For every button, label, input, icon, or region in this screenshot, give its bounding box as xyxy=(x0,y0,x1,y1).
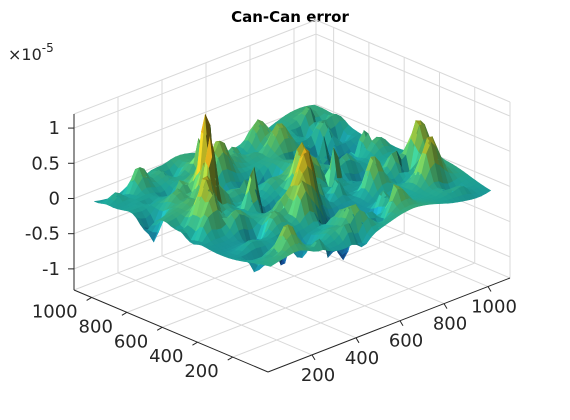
box-edge xyxy=(73,19,317,115)
grid-line xyxy=(197,247,440,343)
grid-line xyxy=(161,255,357,339)
y-tick-label: 200 xyxy=(184,361,218,382)
grid-line xyxy=(162,232,405,328)
x-axis-line xyxy=(267,277,511,373)
z-tick-label: -1 xyxy=(42,259,60,280)
exponent-power: -5 xyxy=(42,41,54,55)
z-tick-label: 1 xyxy=(49,118,60,139)
x-tick-label: 800 xyxy=(433,314,467,335)
y-tick-label: 1000 xyxy=(32,301,78,322)
x-tick-label: 400 xyxy=(345,348,379,369)
x-tick-label: 1000 xyxy=(471,297,517,318)
svg-text:×10-5: ×10-5 xyxy=(8,41,54,64)
surface-patch xyxy=(481,187,492,194)
grid-line xyxy=(232,262,475,358)
y-tick-mark xyxy=(121,311,128,316)
y-axis-line xyxy=(73,289,269,373)
y-tick-label: 600 xyxy=(114,331,148,352)
chart-title: Can-Can error xyxy=(231,8,349,26)
exponent-base: ×10 xyxy=(8,45,42,64)
y-tick-mark xyxy=(156,326,163,331)
grid-line xyxy=(73,104,317,199)
box-edge xyxy=(315,19,511,103)
surface-layer xyxy=(94,104,492,273)
grid-line xyxy=(73,68,317,164)
y-tick-mark xyxy=(86,297,92,301)
x-tick-mark xyxy=(399,320,404,326)
x-tick-label: 200 xyxy=(301,365,335,386)
z-tick-label: 0.5 xyxy=(31,153,60,174)
z-tick-label: -0.5 xyxy=(25,224,60,245)
grid-line xyxy=(315,33,511,117)
grid-line xyxy=(315,68,511,152)
grid-line xyxy=(117,272,313,356)
z-axis-exponent-label: ×10-5 xyxy=(8,41,54,64)
x-tick-mark xyxy=(311,354,316,361)
axis-layer xyxy=(68,114,511,373)
y-tick-label: 400 xyxy=(149,346,183,367)
x-tick-mark xyxy=(487,286,492,292)
z-tick-label: 0 xyxy=(49,188,60,209)
x-tick-mark xyxy=(355,337,360,344)
grid-line xyxy=(73,33,317,129)
y-tick-mark xyxy=(192,341,198,346)
x-tick-mark xyxy=(443,303,448,309)
tick-label-layer: 20040060080010002004006008001000-1-0.500… xyxy=(25,118,517,386)
x-tick-label: 600 xyxy=(389,331,423,352)
y-tick-mark xyxy=(227,356,233,361)
y-tick-label: 800 xyxy=(79,316,113,337)
